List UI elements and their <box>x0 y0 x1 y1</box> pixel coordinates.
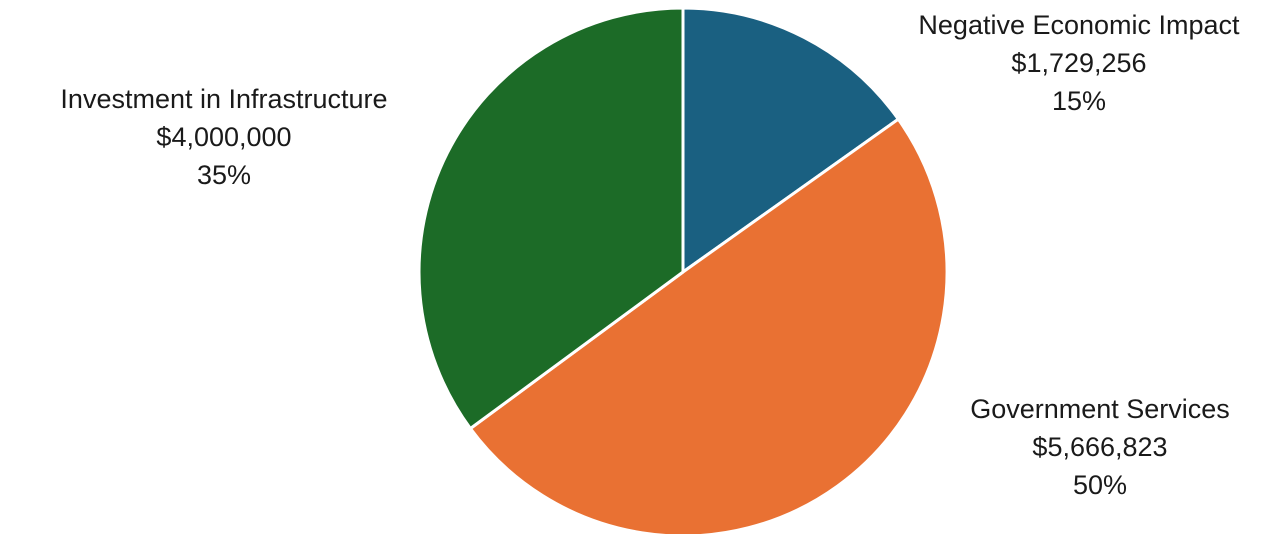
data-label-value: $4,000,000 <box>156 122 292 152</box>
data-label-negative-economic-impact: Negative Economic Impact $1,729,256 15% <box>874 6 1284 120</box>
data-label-percent: 15% <box>1051 86 1107 116</box>
data-label-percent: 35% <box>196 160 252 190</box>
data-label-percent: 50% <box>1072 470 1128 500</box>
pie-slice-investment-in-infrastructure <box>417 6 685 431</box>
data-label-value: $1,729,256 <box>1011 48 1147 78</box>
pie-slice-government-services <box>468 117 949 534</box>
data-label-value: $5,666,823 <box>1032 432 1168 462</box>
data-label-category: Investment in Infrastructure <box>60 84 388 114</box>
data-label-category: Negative Economic Impact <box>918 10 1240 40</box>
data-label-government-services: Government Services $5,666,823 50% <box>930 390 1270 504</box>
data-label-category: Government Services <box>970 394 1230 424</box>
data-label-investment-in-infrastructure: Investment in Infrastructure $4,000,000 … <box>8 80 440 194</box>
pie-slice-negative-economic-impact <box>681 6 900 274</box>
